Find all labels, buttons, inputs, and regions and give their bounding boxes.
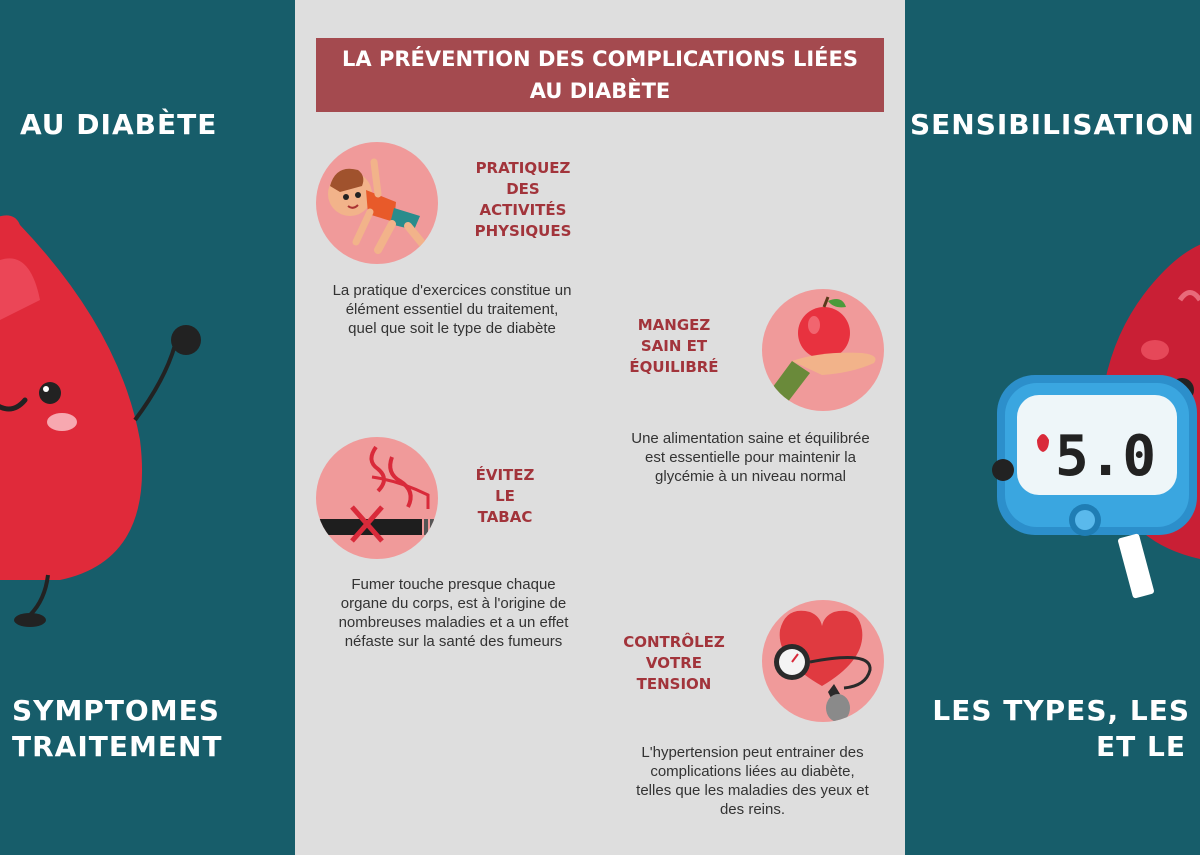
blood-drop-mascot-icon (0, 215, 201, 627)
description-line: nombreuses maladies et a un effet (338, 614, 569, 631)
heading-line: ACTIVITÉS (479, 201, 567, 219)
right-bottom-heading-line1: LES TYPES, LES (932, 694, 1190, 727)
glucose-meter-mascot-icon: 5.0 (992, 244, 1200, 599)
heading-line: SAIN ET (640, 337, 708, 355)
heart-blood-pressure-icon (762, 600, 884, 722)
left-bottom-heading-line2: TRAITEMENT (12, 730, 223, 763)
heading-line: TENSION (636, 675, 712, 693)
infographic-title: LA PRÉVENTION DES COMPLICATIONS LIÉES AU… (316, 38, 884, 112)
description-line: Fumer touche presque chaque (351, 576, 556, 593)
title-line-2: AU DIABÈTE (529, 79, 671, 103)
tip-healthy-eating-heading: MANGEZ SAIN ET ÉQUILIBRÉ (610, 315, 738, 378)
tip-healthy-eating-description: Une alimentation saine et équilibrée est… (608, 429, 893, 486)
tip-physical-activity-heading: PRATIQUEZ DES ACTIVITÉS PHYSIQUES (458, 158, 588, 242)
heading-line: ÉQUILIBRÉ (629, 358, 719, 376)
heading-line: TABAC (477, 508, 533, 526)
description-line: complications liées au diabète, (650, 763, 855, 780)
description-line: quel que soit le type de diabète (348, 320, 556, 337)
tip-tobacco-heading: ÉVITEZ LE TABAC (460, 465, 550, 528)
right-bottom-heading-line2: ET LE (1096, 730, 1186, 763)
heading-line: VOTRE (645, 654, 703, 672)
tip-blood-pressure-description: L'hypertension peut entrainer des compli… (610, 743, 895, 819)
description-line: organe du corps, est à l'origine de (340, 595, 567, 612)
description-line: glycémie à un niveau normal (655, 468, 846, 485)
description-line: telles que les maladies des yeux et (636, 782, 869, 799)
child-exercise-icon (316, 142, 438, 264)
no-smoking-icon (316, 437, 438, 559)
description-line: Une alimentation saine et équilibrée (631, 430, 870, 447)
description-line: La pratique d'exercices constitue un (332, 282, 572, 299)
right-top-heading: SENSIBILISATION (910, 108, 1195, 141)
right-panel: 5.0 SENSIBILISATION LES TYPES, LES ET LE (905, 0, 1200, 855)
apple-hand-icon (762, 289, 884, 411)
heading-line: ÉVITEZ (475, 466, 535, 484)
description-line: élément essentiel du traitement, (345, 301, 559, 318)
left-bottom-heading-line1: SYMPTOMES (12, 694, 220, 727)
left-panel: AU DIABÈTE SYMPTOMES TRAITEMENT (0, 0, 295, 855)
description-line: L'hypertension peut entrainer des (641, 744, 864, 761)
tip-blood-pressure-heading: CONTRÔLEZ VOTRE TENSION (610, 632, 738, 695)
left-top-heading: AU DIABÈTE (20, 108, 218, 141)
heading-line: MANGEZ (637, 316, 711, 334)
tip-physical-activity-description: La pratique d'exercices constitue un élé… (312, 281, 592, 338)
meter-reading-text: 5.0 (1055, 424, 1156, 489)
tip-tobacco-description: Fumer touche presque chaque organe du co… (306, 575, 601, 651)
description-line: est essentielle pour maintenir la (645, 449, 856, 466)
heading-line: CONTRÔLEZ (623, 633, 725, 651)
heading-line: PHYSIQUES (474, 222, 572, 240)
heading-line: LE (495, 487, 515, 505)
center-panel (295, 0, 905, 855)
title-line-1: LA PRÉVENTION DES COMPLICATIONS LIÉES (342, 47, 858, 71)
description-line: des reins. (719, 801, 786, 818)
description-line: néfaste sur la santé des fumeurs (344, 633, 563, 650)
heading-line: PRATIQUEZ (475, 159, 571, 177)
heading-line: DES (506, 180, 540, 198)
